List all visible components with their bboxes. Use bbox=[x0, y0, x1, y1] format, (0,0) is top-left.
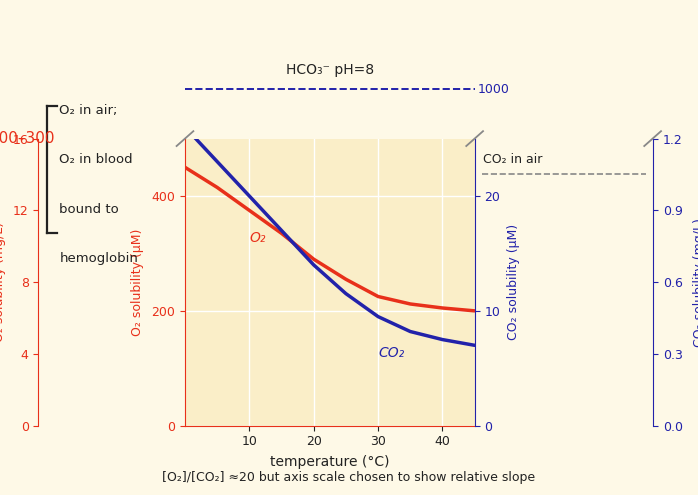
Text: O₂ in air;: O₂ in air; bbox=[59, 104, 118, 117]
Text: hemoglobin: hemoglobin bbox=[59, 252, 138, 265]
Y-axis label: O₂ solubility (mg/L): O₂ solubility (mg/L) bbox=[0, 222, 6, 342]
Text: 1000: 1000 bbox=[478, 83, 510, 96]
Y-axis label: CO₂ solubility (mg/L): CO₂ solubility (mg/L) bbox=[693, 218, 698, 346]
X-axis label: temperature (°C): temperature (°C) bbox=[270, 455, 389, 469]
Y-axis label: O₂ solubility (μM): O₂ solubility (μM) bbox=[131, 229, 144, 336]
Text: O₂ in blood: O₂ in blood bbox=[59, 153, 133, 166]
Text: HCO₃⁻ pH=8: HCO₃⁻ pH=8 bbox=[285, 63, 374, 77]
Text: 200–300: 200–300 bbox=[0, 131, 55, 146]
Text: O₂: O₂ bbox=[249, 231, 266, 245]
Text: bound to: bound to bbox=[59, 203, 119, 216]
Text: [O₂]/[CO₂] ≈20 but axis scale chosen to show relative slope: [O₂]/[CO₂] ≈20 but axis scale chosen to … bbox=[163, 471, 535, 484]
Text: CO₂: CO₂ bbox=[378, 346, 404, 360]
Text: CO₂ in air: CO₂ in air bbox=[483, 152, 542, 165]
Y-axis label: CO₂ solubility (μM): CO₂ solubility (μM) bbox=[507, 224, 520, 340]
